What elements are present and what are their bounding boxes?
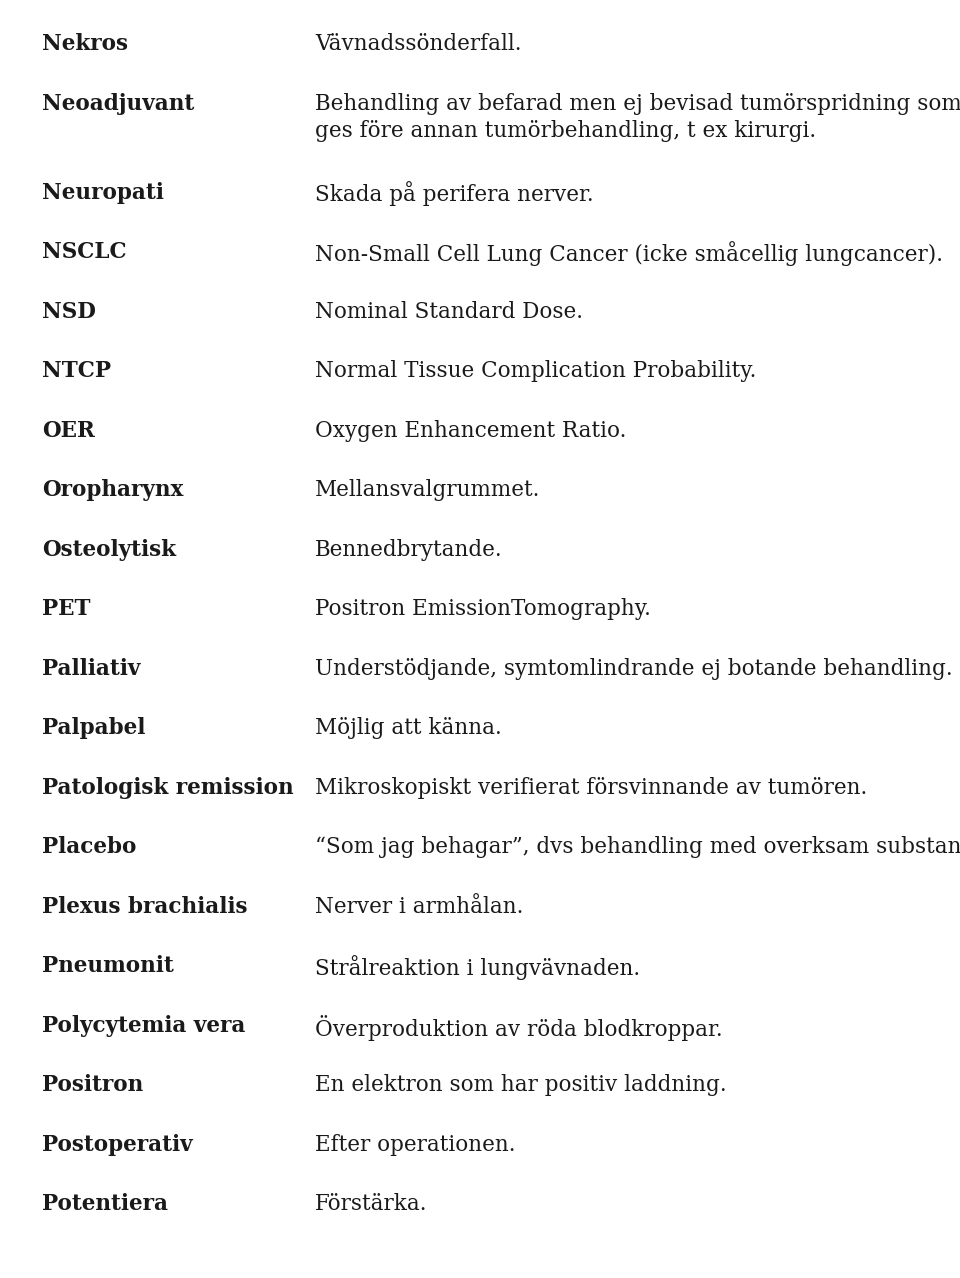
Text: Neoadjuvant: Neoadjuvant — [42, 92, 194, 115]
Text: Plexus brachialis: Plexus brachialis — [42, 896, 248, 918]
Text: Osteolytisk: Osteolytisk — [42, 538, 176, 561]
Text: Non-Small Cell Lung Cancer (icke småcellig lungcancer).: Non-Small Cell Lung Cancer (icke småcell… — [315, 242, 943, 266]
Text: OER: OER — [42, 419, 95, 441]
Text: Oxygen Enhancement Ratio.: Oxygen Enhancement Ratio. — [315, 419, 626, 441]
Text: NSD: NSD — [42, 300, 96, 322]
Text: Positron EmissionTomography.: Positron EmissionTomography. — [315, 598, 651, 620]
Text: Nerver i armhålan.: Nerver i armhålan. — [315, 896, 523, 918]
Text: Mellansvalgrummet.: Mellansvalgrummet. — [315, 479, 540, 501]
Text: NSCLC: NSCLC — [42, 242, 127, 263]
Text: PET: PET — [42, 598, 90, 620]
Text: Överproduktion av röda blodkroppar.: Överproduktion av röda blodkroppar. — [315, 1015, 723, 1040]
Text: Vävnadssönderfall.: Vävnadssönderfall. — [315, 33, 521, 55]
Text: Nekros: Nekros — [42, 33, 128, 55]
Text: En elektron som har positiv laddning.: En elektron som har positiv laddning. — [315, 1074, 727, 1097]
Text: NTCP: NTCP — [42, 360, 111, 382]
Text: Understödjande, symtomlindrande ej botande behandling.: Understödjande, symtomlindrande ej botan… — [315, 657, 952, 680]
Text: Behandling av befarad men ej bevisad tumörspridning som
ges före annan tumörbeha: Behandling av befarad men ej bevisad tum… — [315, 92, 960, 142]
Text: Neuropati: Neuropati — [42, 181, 164, 203]
Text: Mikroskopiskt verifierat försvinnande av tumören.: Mikroskopiskt verifierat försvinnande av… — [315, 777, 867, 799]
Text: Förstärka.: Förstärka. — [315, 1192, 427, 1215]
Text: Potentiera: Potentiera — [42, 1192, 168, 1215]
Text: Möjlig att känna.: Möjlig att känna. — [315, 717, 502, 739]
Text: Oropharynx: Oropharynx — [42, 479, 183, 501]
Text: Positron: Positron — [42, 1074, 143, 1097]
Text: Skada på perifera nerver.: Skada på perifera nerver. — [315, 181, 593, 207]
Text: Nominal Standard Dose.: Nominal Standard Dose. — [315, 300, 583, 322]
Text: Efter operationen.: Efter operationen. — [315, 1134, 516, 1155]
Text: Patologisk remission: Patologisk remission — [42, 777, 294, 799]
Text: Normal Tissue Complication Probability.: Normal Tissue Complication Probability. — [315, 360, 756, 382]
Text: Bennedbrytande.: Bennedbrytande. — [315, 538, 503, 561]
Text: Placebo: Placebo — [42, 836, 136, 858]
Text: Palliativ: Palliativ — [42, 657, 140, 680]
Text: Palpabel: Palpabel — [42, 717, 145, 739]
Text: Polycytemia vera: Polycytemia vera — [42, 1015, 246, 1036]
Text: Postoperativ: Postoperativ — [42, 1134, 193, 1155]
Text: Pneumonit: Pneumonit — [42, 955, 174, 976]
Text: “Som jag behagar”, dvs behandling med overksam substans.: “Som jag behagar”, dvs behandling med ov… — [315, 836, 960, 858]
Text: Strålreaktion i lungvävnaden.: Strålreaktion i lungvävnaden. — [315, 955, 640, 980]
